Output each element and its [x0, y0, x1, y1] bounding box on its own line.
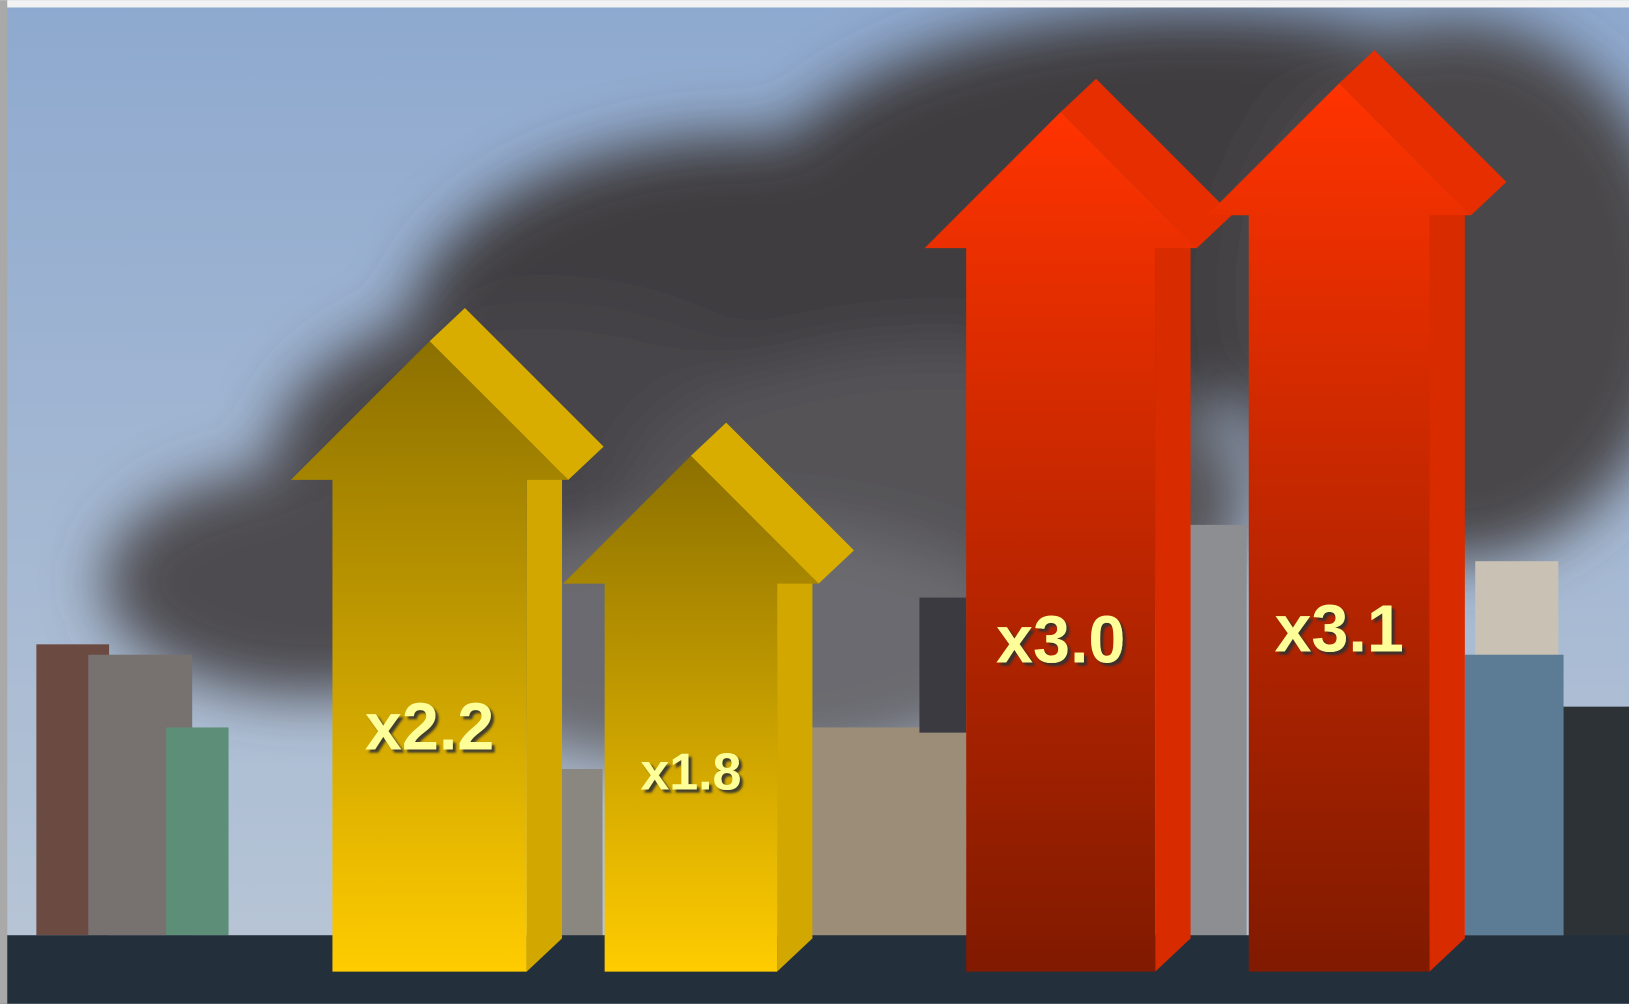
arrow: x1.8: [563, 422, 854, 972]
value-label: x2.2: [365, 691, 494, 765]
arrow-head-side: [690, 422, 854, 584]
arrow-side: [1155, 214, 1191, 972]
value-label: x3.0: [996, 603, 1125, 677]
arrow-front: [290, 341, 569, 972]
arrow-front: [563, 455, 819, 972]
value-label: x3.1: [1274, 593, 1403, 667]
arrow-head-side: [1339, 50, 1507, 216]
arrow-front: [1207, 83, 1472, 972]
arrow-side: [1429, 182, 1465, 972]
arrows: x2.2 x1.8 x3.0 x3.1: [290, 50, 1507, 972]
arrow-front: [924, 111, 1197, 972]
arrow-side: [777, 550, 813, 972]
arrow: x3.0: [924, 78, 1233, 972]
arrow-side: [526, 446, 563, 972]
arrow: x2.2: [290, 307, 604, 972]
arrow: x3.1: [1207, 50, 1507, 972]
arrow-head-side: [1060, 78, 1233, 249]
arrow-head-side: [429, 307, 604, 480]
value-label: x1.8: [640, 743, 741, 801]
